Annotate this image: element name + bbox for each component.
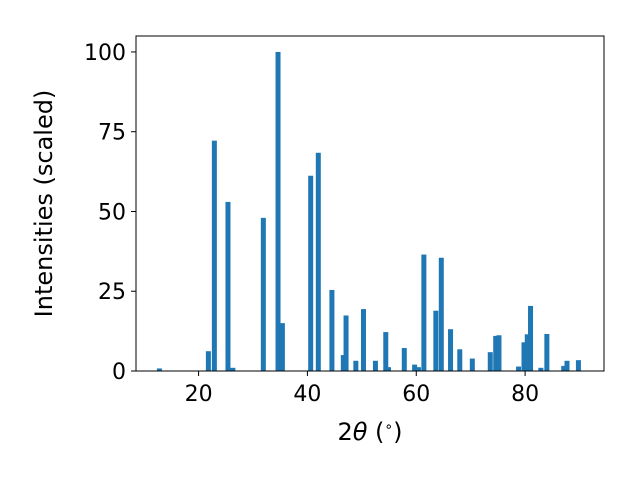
x-tick-label-3: 80 [511,382,539,407]
bar-12 [343,315,349,371]
bar-17 [386,367,391,371]
bar-33 [528,305,534,371]
bar-9 [315,152,321,371]
bar-37 [564,360,570,371]
bar-36 [561,365,567,371]
bar-6 [275,51,281,371]
bar-4 [230,367,236,371]
x-axis-label-part-1: θ [353,418,368,446]
bar-34 [538,367,544,371]
bar-15 [372,360,378,371]
bar-16 [383,332,389,371]
x-axis-label-part-0: 2 [337,418,352,446]
bar-20 [415,367,421,371]
y-tick-label-3: 75 [98,121,126,146]
bar-38 [575,360,581,371]
y-tick-label-1: 25 [98,280,126,305]
bar-31 [521,342,527,371]
x-tick-label-1: 40 [293,382,321,407]
y-tick-label-2: 50 [98,200,126,225]
bar-1 [205,351,211,371]
bar-21 [421,254,427,371]
bar-8 [308,175,314,371]
y-axis-ticks: 0 25 50 75 100 [84,41,136,385]
bar-22 [433,310,439,371]
bar-5 [260,217,266,371]
bar-18 [401,348,407,371]
bar-23 [438,257,444,371]
bar-19 [412,364,418,371]
y-axis-label: Intensities (scaled) [30,90,58,318]
x-axis-label-part-2: ( [367,418,384,446]
bar-2 [211,140,217,371]
bar-35 [544,333,550,371]
bar-27 [487,352,493,371]
bar-13 [353,360,359,371]
bar-series [156,51,581,371]
x-axis-label-part-3: ∘ [384,419,393,435]
plot-frame [135,35,605,372]
x-axis-label-part-4: ) [393,418,402,446]
bar-30 [516,366,522,371]
bar-29 [496,335,502,371]
bar-3 [225,201,231,371]
bar-14 [360,309,366,371]
x-axis-label: 2θ (∘) [337,418,402,446]
bar-11 [340,355,346,371]
x-tick-label-0: 20 [185,382,213,407]
x-tick-label-2: 60 [402,382,430,407]
bar-10 [329,289,335,371]
bar-32 [524,334,530,371]
bar-26 [469,358,475,371]
bar-24 [448,329,454,371]
y-tick-label-0: 0 [112,360,126,385]
bar-25 [457,349,463,371]
y-tick-label-4: 100 [84,41,126,66]
bar-7 [279,323,285,371]
bar-28 [493,335,499,371]
bar-0 [156,368,162,371]
x-axis-ticks: 20 40 60 80 [185,371,539,407]
